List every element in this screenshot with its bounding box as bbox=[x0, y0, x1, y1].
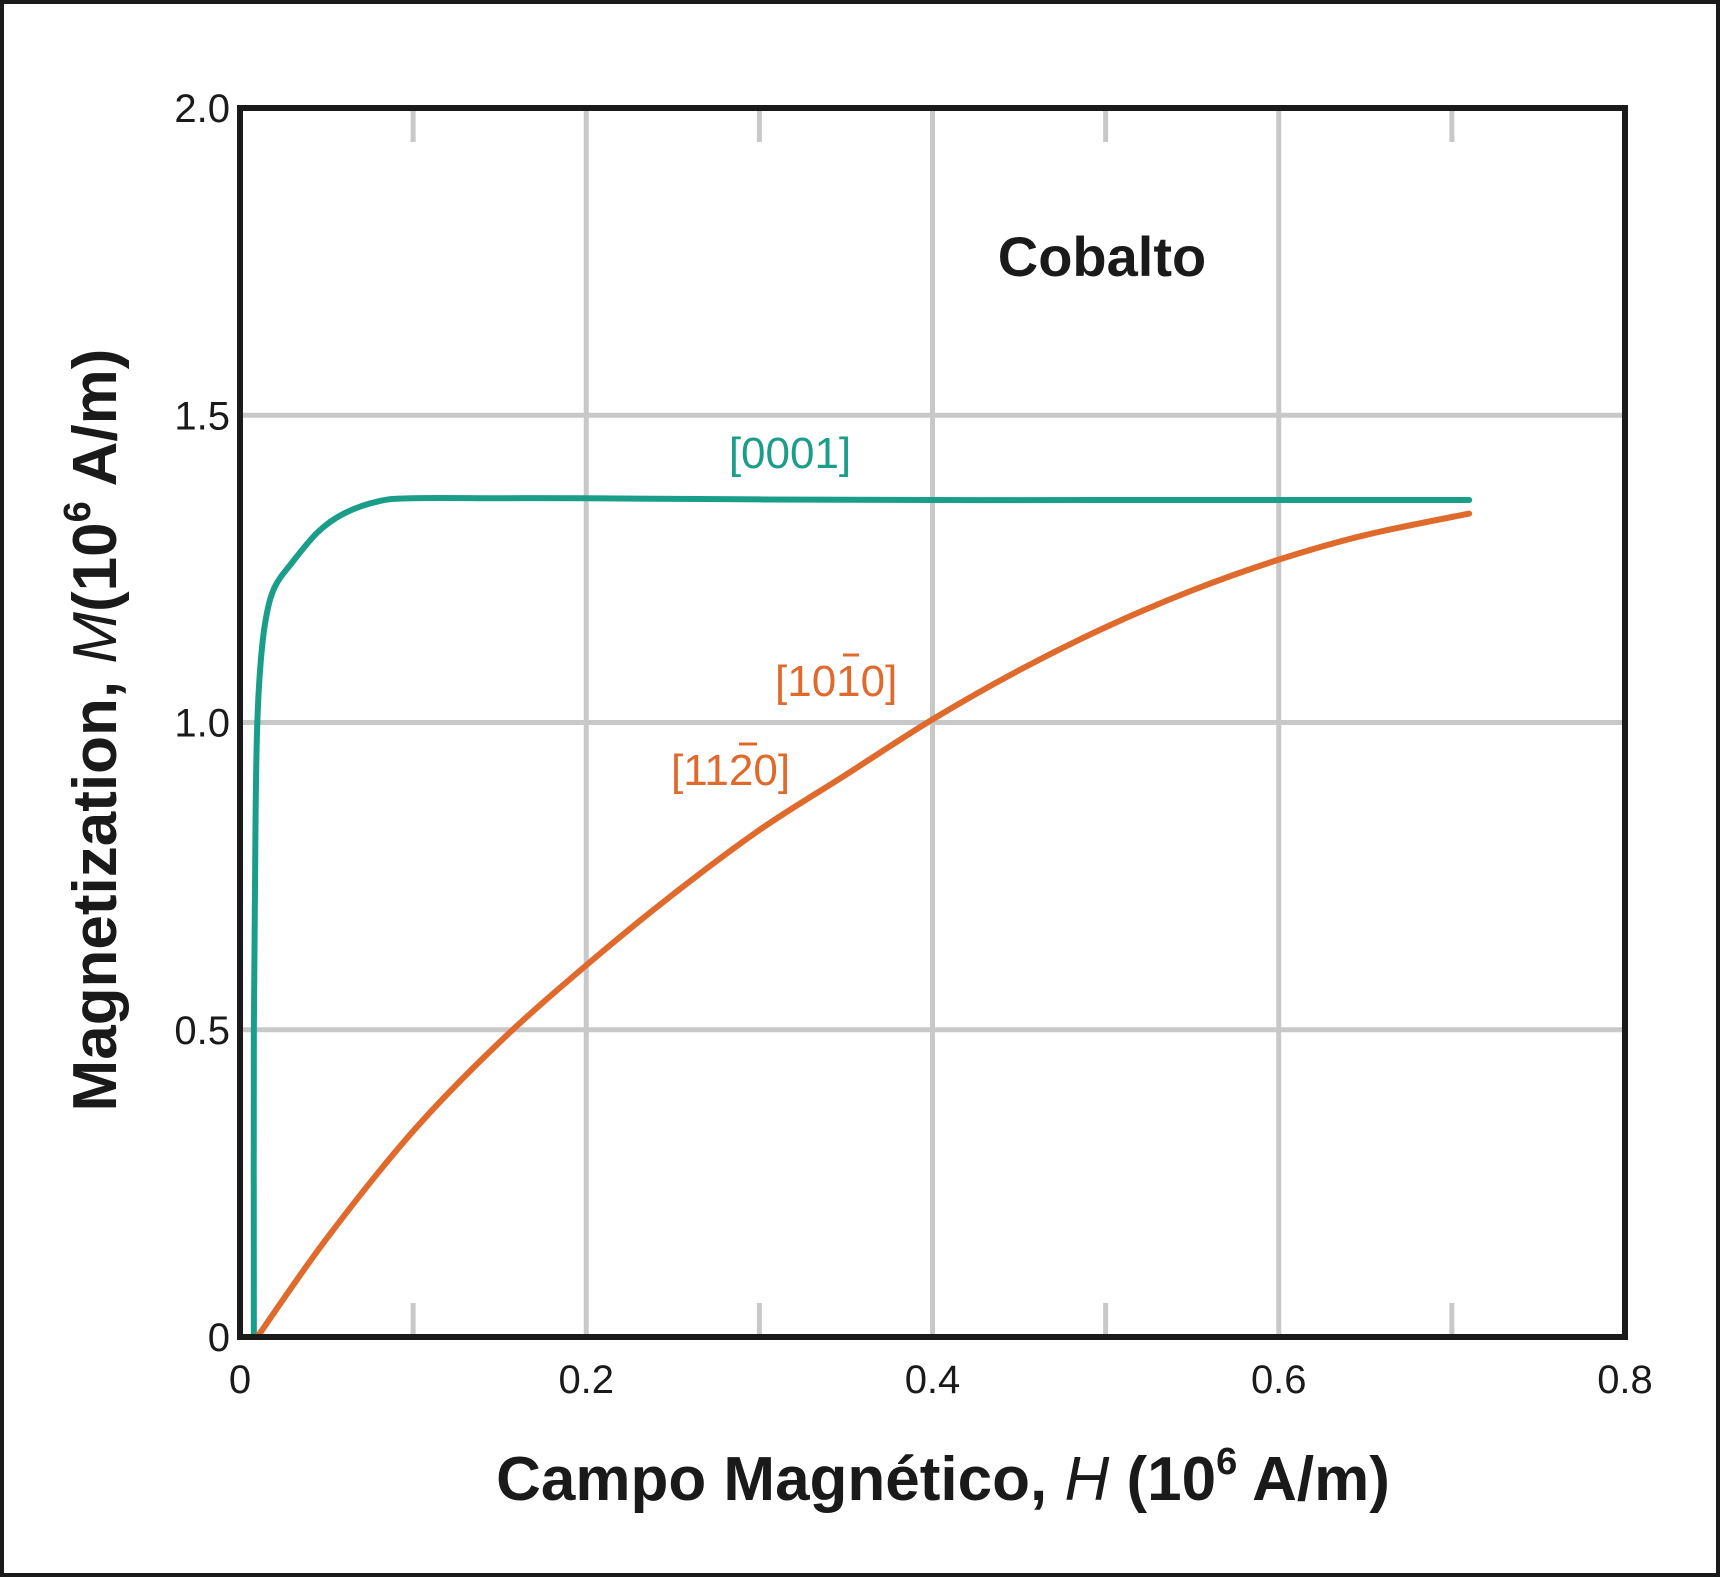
y-tick-label-1: 0.5 bbox=[174, 1009, 230, 1053]
series-lines bbox=[250, 494, 1473, 1340]
series-label-1010-part1: [10 bbox=[775, 657, 836, 706]
x-axis-title-unit-open: (10 bbox=[1109, 1445, 1216, 1514]
series-label-1010-bar-digit: 1 bbox=[836, 657, 860, 706]
y-axis-title-prefix: Magnetization, bbox=[61, 664, 130, 1112]
x-axis-title-prefix: Campo Magnético, bbox=[496, 1445, 1064, 1514]
x-axis-title: Campo Magnético, H (106 A/m) bbox=[496, 1441, 1390, 1514]
y-axis-title-symbol: M bbox=[61, 612, 130, 664]
x-tick-label-2: 0.4 bbox=[905, 1358, 961, 1402]
x-axis-title-symbol: H bbox=[1064, 1445, 1109, 1514]
series-label-1120-bar-digit: 2 bbox=[729, 746, 753, 795]
y-tick-label-3: 1.5 bbox=[174, 394, 230, 438]
y-axis-title-unit-close: A/m) bbox=[61, 349, 130, 502]
y-tick-label-2: 1.0 bbox=[174, 702, 230, 746]
chart-title: Cobalto bbox=[998, 225, 1206, 288]
x-axis-title-unit-close: A/m) bbox=[1237, 1445, 1390, 1514]
svg-text:[1010]: [1010] bbox=[775, 657, 897, 706]
series-line-0 bbox=[250, 494, 1473, 1340]
tick-labels: 0 0.2 0.4 0.6 0.8 0 0.5 1.0 1.5 2.0 bbox=[174, 87, 1652, 1402]
series-label-1120-part3: 0] bbox=[753, 746, 790, 795]
y-axis-title: Magnetization, M(106 A/m) bbox=[57, 349, 130, 1112]
y-tick-label-0: 0 bbox=[208, 1316, 230, 1360]
y-tick-label-4: 2.0 bbox=[174, 87, 230, 131]
x-tick-label-4: 0.8 bbox=[1597, 1358, 1653, 1402]
y-axis-title-unit-open: (10 bbox=[61, 522, 130, 612]
plot-area-border bbox=[237, 105, 1628, 1340]
series-label-1010-part3: 0] bbox=[861, 657, 898, 706]
series-label-0001: [0001] bbox=[729, 429, 851, 478]
series-label-1010: [1010] bbox=[775, 653, 897, 706]
y-axis-title-unit-exp: 6 bbox=[57, 501, 99, 522]
x-axis-title-unit-exp: 6 bbox=[1216, 1441, 1237, 1483]
series-line-1 bbox=[254, 510, 1473, 1340]
x-tick-label-0: 0 bbox=[229, 1358, 251, 1402]
svg-text:[1120]: [1120] bbox=[671, 746, 790, 795]
series-label-1120: [1120] bbox=[671, 742, 790, 795]
x-tick-label-1: 0.2 bbox=[558, 1358, 614, 1402]
series-label-1120-part1: [11 bbox=[671, 746, 729, 795]
x-tick-label-3: 0.6 bbox=[1251, 1358, 1307, 1402]
